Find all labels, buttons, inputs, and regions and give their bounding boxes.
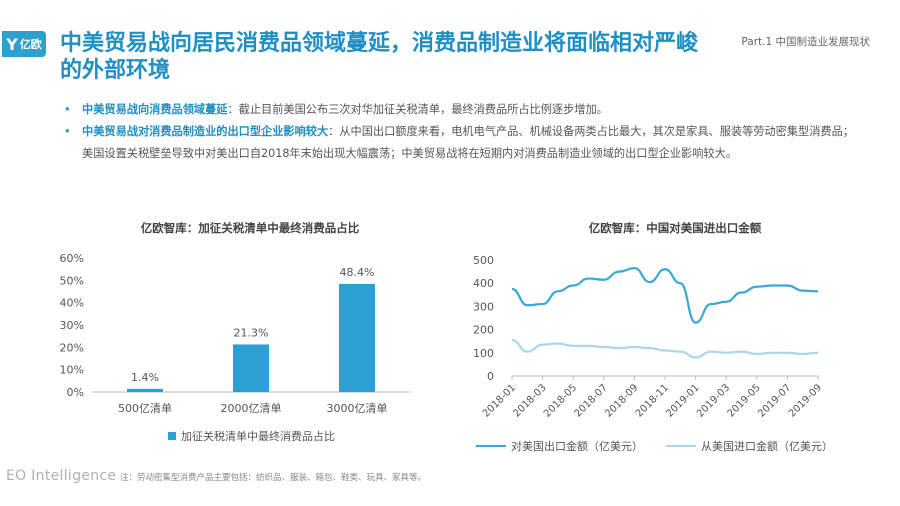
bar-category-label: 2000亿清单 xyxy=(221,402,282,415)
bar-chart-title: 亿欧智库：加征关税清单中最终消费品占比 xyxy=(140,221,360,235)
bar-y-tick-label: 20% xyxy=(60,341,84,354)
bullet-text: ：从中国出口额度来看，电机电气产品、机械设备两类占比最大，其次是家具、服装等劳动… xyxy=(82,125,854,160)
bar-category-label: 3000亿清单 xyxy=(327,402,388,415)
bullet-dot-icon: • xyxy=(64,125,71,138)
line-legend-label: 从美国进口金额（亿美元） xyxy=(701,439,833,453)
footer-note: 注：劳动密集型消费产品主要包括：纺织品、服装、箱包、鞋类、玩具、家具等。 xyxy=(120,473,427,483)
logo-text: 亿欧 xyxy=(19,38,42,51)
bar xyxy=(233,344,269,392)
bar-data-label: 48.4% xyxy=(340,266,375,279)
bullet-item: • 中美贸易战向消费品领域蔓延：截止目前美国公布三次对华加征关税清单，最终消费品所… xyxy=(62,99,862,121)
bar-y-tick-label: 30% xyxy=(60,319,84,332)
line-y-tick-label: 0 xyxy=(487,370,494,383)
line-series xyxy=(511,338,819,359)
line-chart-title: 亿欧智库：中国对美国进出口金额 xyxy=(588,221,762,235)
page-title: 中美贸易战向居民消费品领域蔓延，消费品制造业将面临相对严峻的外部环境 xyxy=(60,31,699,83)
logo-mark-icon: Y xyxy=(6,34,18,54)
bar-data-label: 21.3% xyxy=(234,326,269,339)
bar-y-tick-label: 0% xyxy=(67,386,84,399)
line-x-tick-label: 2019-09 xyxy=(787,382,824,419)
line-y-tick-label: 100 xyxy=(473,347,494,360)
bar xyxy=(127,388,163,392)
bullet-dot-icon: • xyxy=(64,103,71,116)
bar xyxy=(339,283,375,392)
brand-logo: Y 亿欧 xyxy=(2,31,46,57)
bar-category-label: 500亿清单 xyxy=(118,402,172,415)
line-y-tick-label: 200 xyxy=(473,324,494,337)
bar-y-tick-label: 50% xyxy=(60,274,84,287)
bullet-lead: 中美贸易战向消费品领域蔓延 xyxy=(82,103,228,116)
line-y-tick-label: 300 xyxy=(473,300,494,313)
line-series xyxy=(511,267,819,324)
bullet-list: • 中美贸易战向消费品领域蔓延：截止目前美国公布三次对华加征关税清单，最终消费品所… xyxy=(62,99,862,165)
bar-y-tick-label: 10% xyxy=(60,364,84,377)
line-y-tick-label: 400 xyxy=(473,277,494,290)
bar-data-label: 1.4% xyxy=(131,371,159,384)
bar-legend-swatch xyxy=(168,432,176,440)
bullet-text: ：截止目前美国公布三次对华加征关税清单，最终消费品所占比例逐步增加。 xyxy=(227,103,608,116)
bar-y-tick-label: 60% xyxy=(60,252,84,265)
bullet-item: • 中美贸易战对消费品制造业的出口型企业影响较大：从中国出口额度来看，电机电气产品… xyxy=(62,121,862,165)
bullet-lead: 中美贸易战对消费品制造业的出口型企业影响较大 xyxy=(82,125,329,138)
line-y-tick-label: 500 xyxy=(473,254,494,267)
line-legend-label: 对美国出口金额（亿美元） xyxy=(511,439,643,453)
section-label: Part.1 中国制造业发展现状 xyxy=(741,36,870,48)
bar-y-tick-label: 40% xyxy=(60,297,84,310)
footer-brand: EO Intelligence xyxy=(6,468,117,484)
bar-legend-label: 加征关税清单中最终消费品占比 xyxy=(181,429,335,443)
